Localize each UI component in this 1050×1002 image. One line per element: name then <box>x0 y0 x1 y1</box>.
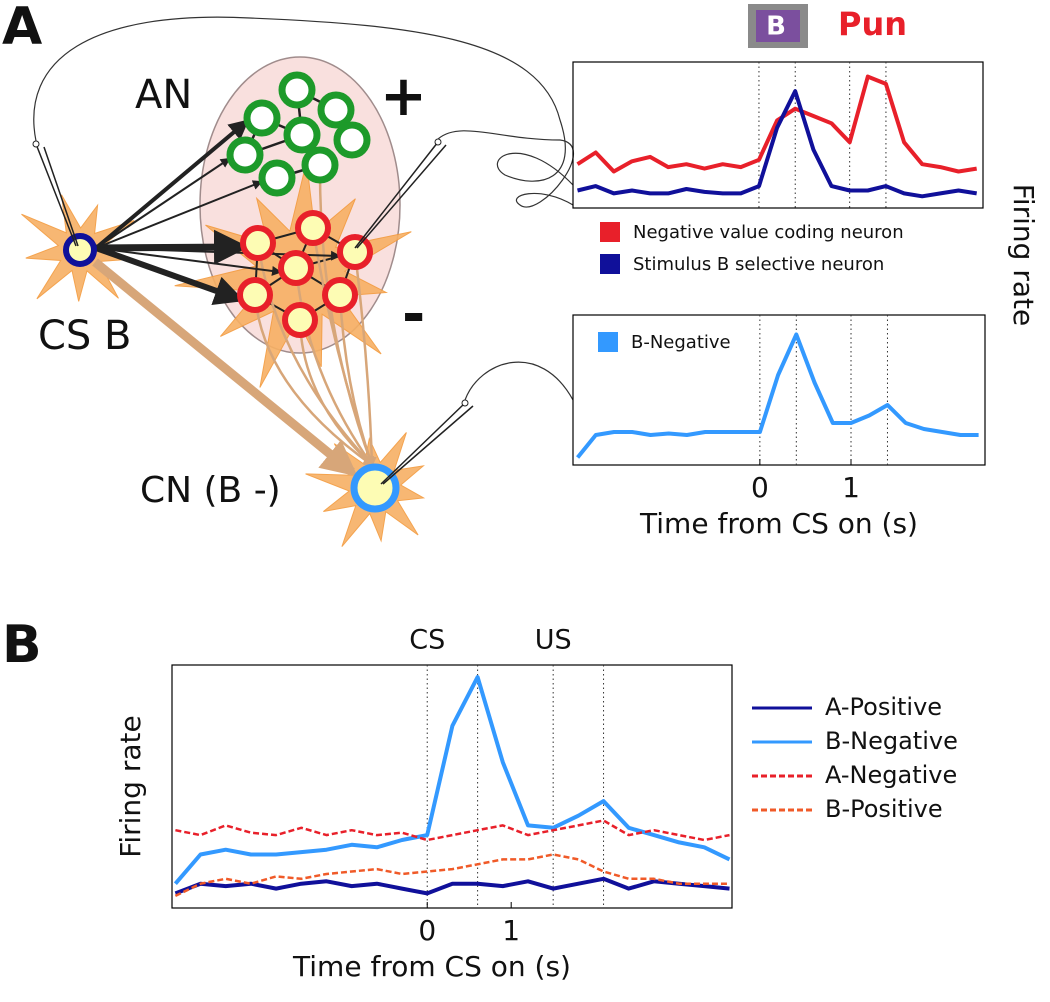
electrode-tip <box>461 399 469 407</box>
legend-label: A-Positive <box>825 693 942 721</box>
electrode <box>380 402 466 485</box>
wire <box>437 130 575 208</box>
cs-label: CS B <box>38 313 131 359</box>
neuron <box>237 277 273 313</box>
panel-label: A <box>2 0 42 57</box>
data-line <box>173 675 731 886</box>
neuron <box>333 121 371 159</box>
minus-sign: - <box>402 282 425 347</box>
chart-title: Pun <box>838 5 907 43</box>
neuron <box>322 277 358 313</box>
wire <box>33 16 574 186</box>
arrow <box>95 247 282 276</box>
projection <box>92 258 358 477</box>
data-line <box>175 819 730 842</box>
wire <box>464 361 574 401</box>
data-line <box>576 74 978 174</box>
projection <box>318 164 374 467</box>
y-axis-label: Firing rate <box>114 715 147 857</box>
neuron <box>278 71 316 109</box>
data-line <box>174 853 730 898</box>
diagram <box>21 16 575 547</box>
x-tick-label: 0 <box>751 471 769 504</box>
neuron <box>278 250 314 286</box>
y-axis-label: Firing rate <box>1007 184 1040 326</box>
data-line <box>174 876 730 896</box>
neuron <box>317 91 355 129</box>
cn-label: CN (B -) <box>140 470 281 511</box>
neuron <box>282 302 318 338</box>
electrode <box>354 141 439 249</box>
electrode <box>43 146 79 247</box>
data-line <box>576 332 979 459</box>
arrow <box>94 245 245 306</box>
electrode-tip <box>434 138 442 146</box>
legend-swatch <box>600 222 620 242</box>
arrow <box>95 157 231 249</box>
icon <box>756 10 800 42</box>
legend-label: Stimulus B selective neuron <box>633 254 884 275</box>
legend-swatch <box>600 254 620 274</box>
x-axis-label: Time from CS on (s) <box>292 950 571 983</box>
icon-label: B <box>766 12 786 42</box>
neuron <box>295 210 331 246</box>
event-label: CS <box>409 625 445 656</box>
x-tick-label: 1 <box>502 914 520 947</box>
neuron <box>337 234 373 270</box>
panel-label: B <box>2 615 42 675</box>
plus-sign: + <box>380 64 427 129</box>
an-label: AN <box>135 72 192 118</box>
data-line <box>577 89 978 199</box>
arrow <box>95 180 263 249</box>
electrode <box>356 144 447 249</box>
neuron <box>226 136 264 174</box>
electrode <box>35 143 77 247</box>
plot-frame <box>171 664 733 909</box>
neuron <box>301 146 339 184</box>
plot-frame <box>572 314 986 466</box>
x-tick-label: 0 <box>418 914 436 947</box>
legend-label: B-Negative <box>825 727 958 755</box>
arrow <box>94 119 250 250</box>
legend-label: B-Positive <box>825 795 943 823</box>
neuron <box>63 233 97 267</box>
projection <box>353 251 377 467</box>
x-axis-label: Time from CS on (s) <box>639 507 918 540</box>
neuron <box>350 463 400 513</box>
neuron <box>283 116 321 154</box>
projection <box>256 242 374 467</box>
legend-label: B-Negative <box>631 332 731 353</box>
neuron <box>258 159 296 197</box>
neuron <box>243 99 281 137</box>
plot-frame <box>572 61 984 209</box>
legend-label: Negative value coding neuron <box>633 222 904 243</box>
electrode <box>382 405 474 485</box>
x-tick-label: 1 <box>842 471 860 504</box>
legend-label: A-Negative <box>825 761 957 789</box>
electrode-tip <box>32 140 40 148</box>
event-label: US <box>535 625 572 656</box>
legend-swatch <box>598 332 618 352</box>
neuron <box>240 225 276 261</box>
